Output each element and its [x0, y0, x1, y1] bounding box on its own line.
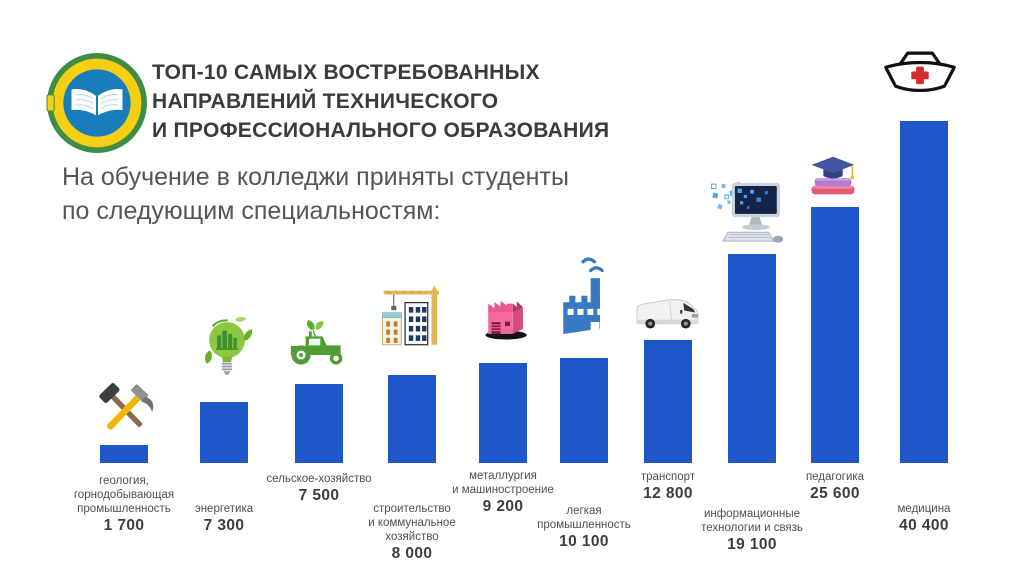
- category-name: медицина: [897, 503, 951, 515]
- metallurgy-factory-icon: [477, 289, 533, 343]
- subtitle-line-2: по следующим специальностям:: [62, 197, 441, 225]
- category-value: 40 400: [899, 517, 949, 534]
- category-value: 1 700: [103, 517, 145, 534]
- category-label-8: информационные технологии и связь 19 100: [657, 507, 847, 552]
- category-value: 19 100: [727, 536, 777, 553]
- category-name: промышленность: [537, 519, 631, 531]
- category-label-9: педагогика 25 600: [740, 470, 930, 501]
- category-label-1: геология, горнодобывающая промышленность 1 …: [29, 474, 219, 533]
- pedagogy-books-cap-icon: [805, 148, 861, 200]
- bar-10: [900, 121, 948, 463]
- category-name: горнодобывающая: [73, 489, 175, 501]
- mining-hammers-icon: [95, 379, 155, 437]
- category-value: 7 300: [203, 517, 245, 534]
- category-label-7: транспорт 12 800: [573, 470, 763, 501]
- category-name: педагогика: [805, 471, 865, 483]
- category-value: 8 000: [391, 545, 433, 562]
- category-name: промышленность: [77, 503, 171, 515]
- bar-3: [295, 384, 343, 463]
- bar-5: [479, 363, 527, 463]
- category-name: сельское-хозяйство: [266, 473, 372, 485]
- category-name: транспорт: [640, 471, 696, 483]
- bar-7: [644, 340, 692, 463]
- transport-van-icon: [634, 286, 700, 336]
- category-name: технологии и связь: [701, 522, 803, 534]
- category-name: информационные: [703, 508, 801, 520]
- category-name: и коммунальное: [368, 517, 456, 529]
- medicine-nurse-cap-icon: [878, 44, 962, 101]
- category-name: геология,: [99, 475, 149, 487]
- title-line-1: ТОП-10 САМЫХ ВОСТРЕБОВАННЫХ: [152, 61, 540, 84]
- page-title: ТОП-10 САМЫХ ВОСТРЕБОВАННЫХ НАПРАВЛЕНИЙ …: [152, 58, 609, 145]
- light-industry-factory-icon: [560, 255, 612, 337]
- category-name: и машиностроение: [452, 484, 554, 496]
- category-label-5: металлургия и машиностроение 9 200: [408, 469, 598, 514]
- bar-8: [728, 254, 776, 463]
- category-label-2: энергетика 7 300: [129, 502, 319, 533]
- category-value: 25 600: [810, 485, 860, 502]
- category-label-6: легкая промышленность 10 100: [489, 504, 679, 549]
- ministry-logo: [46, 52, 148, 154]
- construction-crane-icon: [377, 285, 447, 351]
- title-line-2: НАПРАВЛЕНИЙ ТЕХНИЧЕСКОГО: [152, 90, 499, 113]
- category-label-10: медицина 40 400: [829, 502, 1019, 533]
- category-name: легкая: [566, 505, 602, 517]
- agriculture-tractor-icon: [284, 320, 352, 368]
- bar-6: [560, 358, 608, 463]
- category-value: 10 100: [559, 533, 609, 550]
- category-value: 9 200: [482, 498, 524, 515]
- title-line-3: И ПРОФЕССИОНАЛЬНОГО ОБРАЗОВАНИЯ: [152, 119, 610, 142]
- category-name: металлургия: [469, 470, 537, 482]
- bar-9: [811, 207, 859, 463]
- category-name: строительство: [373, 503, 451, 515]
- category-label-3: сельское-хозяйство 7 500: [224, 472, 414, 503]
- category-value: 7 500: [298, 487, 340, 504]
- it-computer-icon: [709, 176, 785, 248]
- bar-2: [200, 402, 248, 463]
- category-label-4: строительство и коммунальное хозяйство 8 00…: [317, 502, 507, 561]
- subtitle-line-1: На обучение в колледжи приняты студенты: [62, 163, 569, 191]
- category-name: хозяйство: [385, 531, 439, 543]
- bar-4: [388, 375, 436, 463]
- open-book-emblem-icon: [46, 53, 147, 153]
- category-value: 12 800: [643, 485, 693, 502]
- bar-1: [100, 445, 148, 463]
- page-subtitle: На обучение в колледжи приняты студенты …: [62, 160, 569, 228]
- category-name: энергетика: [194, 503, 254, 515]
- eco-energy-bulb-icon: [201, 312, 253, 378]
